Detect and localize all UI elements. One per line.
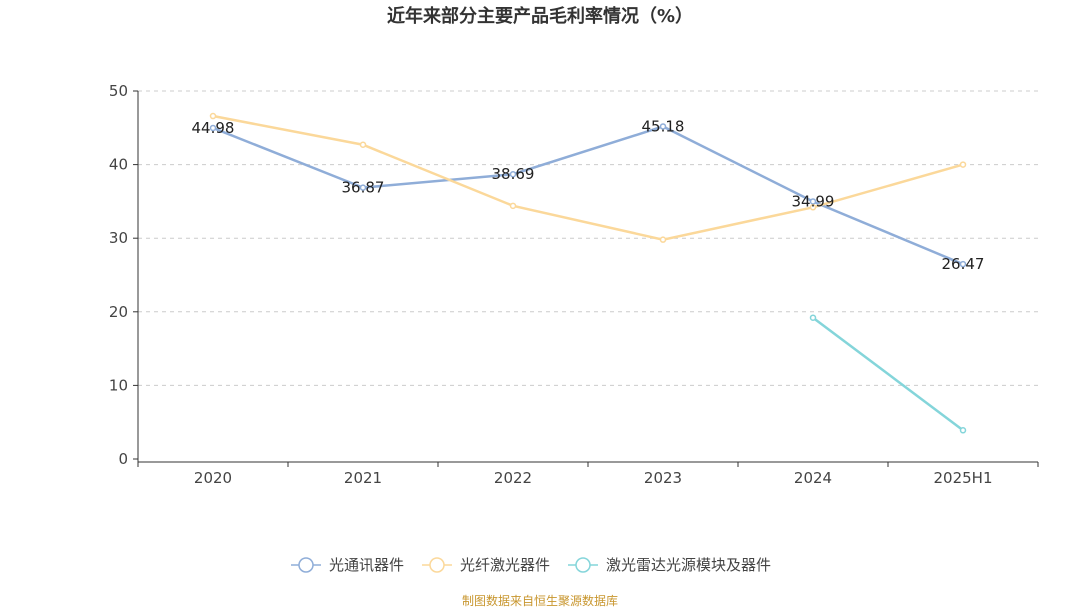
y-tick-label: 40 <box>109 156 128 174</box>
data-point[interactable] <box>359 184 367 191</box>
data-point[interactable] <box>509 170 517 178</box>
data-label: 45.18 <box>642 117 685 135</box>
data-point[interactable] <box>659 123 667 130</box>
y-tick-label: 0 <box>118 450 128 468</box>
legend-label: 光纤激光器件 <box>460 556 550 574</box>
y-tick-label: 20 <box>109 303 128 321</box>
series-layer <box>209 112 967 434</box>
legend-item-2[interactable]: 光纤激光器件 <box>422 556 550 574</box>
legend-swatch-marker <box>298 557 314 573</box>
legend-item-1[interactable]: 光通讯器件 <box>291 556 404 574</box>
legend-item-3[interactable]: 激光雷达光源模块及器件 <box>568 556 771 574</box>
x-tick-label: 2025H1 <box>934 469 993 487</box>
data-point[interactable] <box>809 314 817 321</box>
data-point[interactable] <box>959 161 967 168</box>
series-line-2 <box>212 114 964 241</box>
series-line-3 <box>812 316 964 432</box>
data-label: 38.69 <box>492 165 535 183</box>
data-point[interactable] <box>209 112 217 120</box>
data-point[interactable] <box>209 124 217 132</box>
y-tick-label: 30 <box>109 229 128 247</box>
series-line-1 <box>212 125 964 266</box>
legend-swatch-marker <box>429 557 445 573</box>
x-tick-label: 2024 <box>794 469 832 487</box>
x-tick-label: 2021 <box>344 469 382 487</box>
data-point[interactable] <box>809 198 817 205</box>
legend-swatch-marker <box>575 557 591 573</box>
legend[interactable]: 光通讯器件 光纤激光器件 激光雷达光源模块及器件 <box>291 556 771 574</box>
data-label: 34.99 <box>792 192 835 210</box>
x-tick-label: 2020 <box>194 469 232 487</box>
data-point[interactable] <box>809 204 817 211</box>
data-point[interactable] <box>959 260 967 268</box>
data-point[interactable] <box>659 236 667 243</box>
axes: 0 10 20 30 40 50 2020 2021 2022 2023 2024 2025H1 <box>109 82 1039 487</box>
x-tick-label: 2023 <box>644 469 682 487</box>
chart-title: 近年来部分主要产品毛利率情况（%） <box>387 5 693 27</box>
data-label: 36.87 <box>342 179 385 197</box>
legend-label: 激光雷达光源模块及器件 <box>606 556 771 574</box>
data-label: 26.47 <box>942 255 985 273</box>
y-tick-label: 50 <box>109 82 128 100</box>
y-tick-label: 10 <box>109 376 128 394</box>
data-label: 44.98 <box>192 119 235 137</box>
data-point[interactable] <box>959 427 967 434</box>
legend-label: 光通讯器件 <box>329 556 404 574</box>
x-tick-label: 2022 <box>494 469 532 487</box>
data-labels: 44.98 36.87 38.69 45.18 34.99 26.47 <box>192 117 985 273</box>
data-point[interactable] <box>359 141 367 148</box>
grid-lines <box>138 90 1038 386</box>
data-point[interactable] <box>509 202 517 210</box>
source-note: 制图数据来自恒生聚源数据库 <box>462 593 618 608</box>
